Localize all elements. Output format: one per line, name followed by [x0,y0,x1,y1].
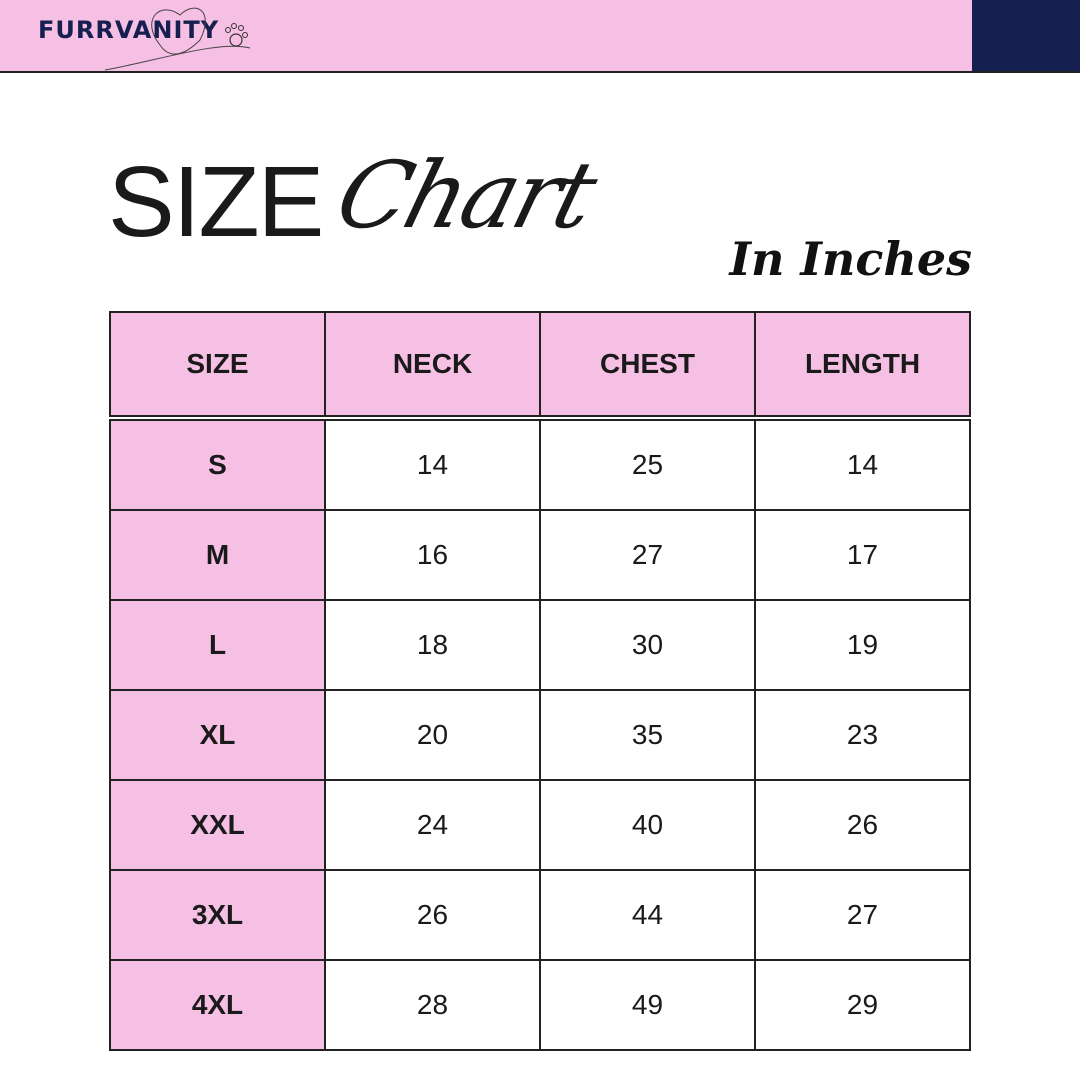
heart-paw-logo-icon [104,7,251,71]
cell-length: 23 [754,689,971,781]
table-row: S 14 25 14 [109,419,971,511]
cell-chest: 44 [539,869,756,961]
cell-size: L [109,599,326,691]
table-row: 3XL 26 44 27 [109,869,971,961]
cell-chest: 27 [539,509,756,601]
size-chart-table: SIZE NECK CHEST LENGTH S 14 25 14 M 16 27 17 L 18… [109,311,971,1051]
cell-chest: 35 [539,689,756,781]
cell-length: 26 [754,779,971,871]
cell-chest: 25 [539,419,756,511]
table-row: XL 20 35 23 [109,689,971,781]
title-size: SIZE [108,146,324,258]
brand-logo: FURRVANITY [38,16,220,44]
header-banner: FURRVANITY [0,0,1080,73]
cell-length: 27 [754,869,971,961]
cell-size: XL [109,689,326,781]
header-chest: CHEST [539,311,756,417]
cell-neck: 28 [324,959,541,1051]
header-size: SIZE [109,311,326,417]
cell-neck: 24 [324,779,541,871]
cell-chest: 30 [539,599,756,691]
cell-neck: 20 [324,689,541,781]
cell-size: 3XL [109,869,326,961]
header-length: LENGTH [754,311,971,417]
table-row: XXL 24 40 26 [109,779,971,871]
cell-neck: 16 [324,509,541,601]
cell-size: XXL [109,779,326,871]
cell-length: 19 [754,599,971,691]
cell-length: 29 [754,959,971,1051]
cell-neck: 14 [324,419,541,511]
cell-neck: 18 [324,599,541,691]
table-row: 4XL 28 49 29 [109,959,971,1051]
cell-chest: 49 [539,959,756,1051]
cell-size: M [109,509,326,601]
cell-neck: 26 [324,869,541,961]
navy-block [972,0,1080,71]
cell-size: S [109,419,326,511]
cell-size: 4XL [109,959,326,1051]
header-row: SIZE NECK CHEST LENGTH [109,311,971,417]
table-row: L 18 30 19 [109,599,971,691]
cell-length: 14 [754,419,971,511]
cell-chest: 40 [539,779,756,871]
table-row: M 16 27 17 [109,509,971,601]
header-neck: NECK [324,311,541,417]
units-label: In Inches [729,232,972,286]
title-chart-script: Chart [325,142,605,249]
cell-length: 17 [754,509,971,601]
